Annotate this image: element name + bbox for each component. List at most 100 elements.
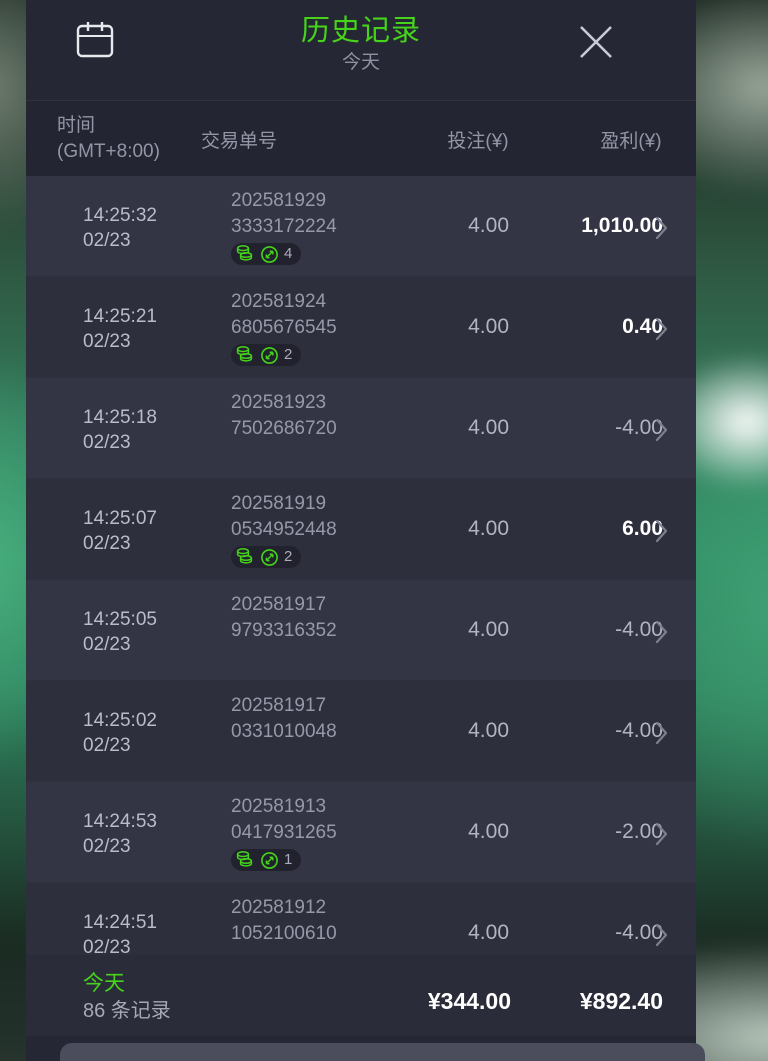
row-time-clock: 14:24:51	[83, 912, 157, 933]
row-order-id: 202581924 6805676545 2	[231, 289, 411, 372]
row-time-clock: 14:25:18	[83, 407, 157, 428]
bottom-sheet-handle[interactable]	[60, 1043, 705, 1061]
row-time: 14:25:07 02/23	[83, 506, 157, 556]
row-time-clock: 14:25:07	[83, 508, 157, 529]
table-row[interactable]: 14:25:32 02/23 202581929 3333172224 4 4.00 1,0…	[26, 176, 696, 277]
row-order-id-line1: 202581919	[231, 493, 327, 514]
row-profit-amount: -2.00	[615, 820, 663, 843]
summary-total-profit: ¥892.40	[579, 988, 663, 1014]
table-row[interactable]: 14:25:18 02/23 202581923 7502686720 4.00 -4.0…	[26, 378, 696, 479]
row-time-date: 02/23	[83, 230, 131, 251]
column-header-time: 时间 (GMT+8:00)	[57, 113, 160, 165]
history-modal-panel: 历史记录 今天 时间 (GMT+8:00) 交易单号 投注(¥) 盈利(¥) 1…	[26, 0, 696, 1061]
table-column-header: 时间 (GMT+8:00) 交易单号 投注(¥) 盈利(¥)	[26, 100, 696, 176]
multiplier-circle-icon	[260, 245, 279, 264]
row-order-id-line1: 202581924	[231, 291, 327, 312]
row-time: 14:25:02 02/23	[83, 708, 157, 758]
coins-stack-icon	[235, 548, 255, 566]
table-row[interactable]: 14:24:53 02/23 202581913 0417931265 1 4.00 -2.…	[26, 782, 696, 883]
chevron-right-icon[interactable]	[654, 922, 670, 948]
row-time: 14:25:32 02/23	[83, 203, 157, 253]
row-time-clock: 14:25:21	[83, 306, 157, 327]
chevron-right-icon[interactable]	[654, 215, 670, 241]
table-row[interactable]: 14:24:51 02/23 202581912 1052100610 4.00 -4.0…	[26, 883, 696, 956]
row-order-id-line2: 3333172224	[231, 216, 337, 237]
round-count-value: 1	[284, 851, 293, 868]
row-order-id-line2: 9793316352	[231, 620, 337, 641]
row-profit-amount: 0.40	[622, 315, 663, 338]
row-order-id: 202581917 9793316352	[231, 592, 411, 644]
row-order-id-line2: 6805676545	[231, 317, 337, 338]
column-header-time-line1: 时间	[57, 115, 96, 136]
row-profit-amount: -4.00	[615, 921, 663, 944]
column-header-order: 交易单号	[201, 131, 278, 152]
modal-titlebar: 历史记录 今天	[26, 0, 696, 100]
row-profit-amount: -4.00	[615, 618, 663, 641]
chevron-right-icon[interactable]	[654, 720, 670, 746]
row-order-id-line1: 202581923	[231, 392, 327, 413]
row-order-id-line1: 202581929	[231, 190, 327, 211]
round-count-value: 2	[284, 548, 293, 565]
row-order-id-line1: 202581913	[231, 796, 327, 817]
row-time-clock: 14:25:32	[83, 205, 157, 226]
close-icon[interactable]	[572, 18, 620, 66]
row-order-id-line1: 202581917	[231, 695, 327, 716]
row-time-date: 02/23	[83, 331, 131, 352]
row-bet-amount: 4.00	[468, 416, 509, 439]
table-row[interactable]: 14:25:07 02/23 202581919 0534952448 2 4.00 6.0…	[26, 479, 696, 580]
table-row[interactable]: 14:25:05 02/23 202581917 9793316352 4.00 -4.0…	[26, 580, 696, 681]
history-row-list[interactable]: 14:25:32 02/23 202581929 3333172224 4 4.00 1,0…	[26, 176, 696, 956]
multiplier-circle-icon	[260, 346, 279, 365]
row-profit-amount: 1,010.00	[581, 214, 663, 237]
multiplier-circle-icon	[260, 548, 279, 567]
round-count-value: 4	[284, 245, 293, 262]
row-order-id-line2: 0534952448	[231, 519, 337, 540]
row-order-id: 202581917 0331010048	[231, 693, 411, 745]
multiplier-circle-icon	[260, 851, 279, 870]
summary-day-label: 今天	[83, 972, 125, 995]
chevron-right-icon[interactable]	[654, 619, 670, 645]
column-header-profit: 盈利(¥)	[600, 131, 662, 152]
summary-total-bet: ¥344.00	[427, 988, 511, 1014]
chevron-right-icon[interactable]	[654, 417, 670, 443]
column-header-time-line2: (GMT+8:00)	[57, 141, 160, 162]
column-header-bet: 投注(¥)	[447, 131, 509, 152]
row-time-clock: 14:24:53	[83, 811, 157, 832]
row-time-date: 02/23	[83, 735, 131, 756]
row-time: 14:25:18 02/23	[83, 405, 157, 455]
row-order-id: 202581913 0417931265 1	[231, 794, 411, 877]
row-time-date: 02/23	[83, 432, 131, 453]
row-bet-amount: 4.00	[468, 618, 509, 641]
chevron-right-icon[interactable]	[654, 316, 670, 342]
row-time-date: 02/23	[83, 836, 131, 857]
row-bet-amount: 4.00	[468, 214, 509, 237]
row-bet-amount: 4.00	[468, 820, 509, 843]
row-time-date: 02/23	[83, 937, 131, 956]
row-time: 14:24:51 02/23	[83, 910, 157, 956]
coins-stack-icon	[235, 851, 255, 869]
coins-stack-icon	[235, 245, 255, 263]
round-count-badge: 4	[231, 243, 302, 265]
summary-record-count: 86 条记录	[83, 1000, 171, 1022]
row-order-id: 202581929 3333172224 4	[231, 188, 411, 271]
row-bet-amount: 4.00	[468, 517, 509, 540]
table-row[interactable]: 14:25:02 02/23 202581917 0331010048 4.00 -4.0…	[26, 681, 696, 782]
round-count-badge: 2	[231, 344, 302, 366]
summary-footer: 今天 86 条记录 ¥344.00 ¥892.40	[26, 955, 696, 1036]
row-bet-amount: 4.00	[468, 719, 509, 742]
round-count-value: 2	[284, 346, 293, 363]
row-profit-amount: -4.00	[615, 719, 663, 742]
row-order-id-line1: 202581912	[231, 897, 327, 918]
row-order-id-line2: 0331010048	[231, 721, 337, 742]
row-order-id: 202581912 1052100610	[231, 895, 411, 947]
row-profit-amount: -4.00	[615, 416, 663, 439]
row-time-date: 02/23	[83, 634, 131, 655]
round-count-badge: 2	[231, 546, 302, 568]
calendar-icon[interactable]	[73, 18, 117, 62]
table-row[interactable]: 14:25:21 02/23 202581924 6805676545 2 4.00 0.4…	[26, 277, 696, 378]
chevron-right-icon[interactable]	[654, 821, 670, 847]
chevron-right-icon[interactable]	[654, 518, 670, 544]
round-count-badge: 1	[231, 849, 302, 871]
row-order-id-line2: 0417931265	[231, 822, 337, 843]
